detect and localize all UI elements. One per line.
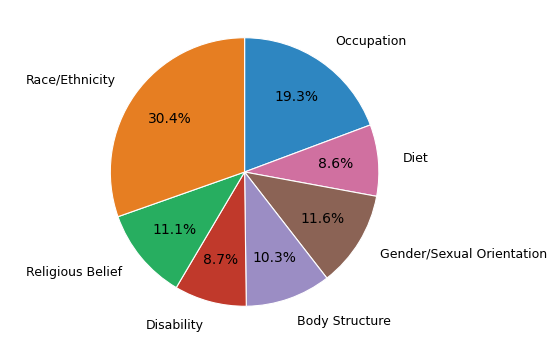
- Text: 8.7%: 8.7%: [204, 253, 239, 267]
- Text: 11.6%: 11.6%: [300, 213, 345, 226]
- Text: Race/Ethnicity: Race/Ethnicity: [25, 74, 115, 87]
- Wedge shape: [245, 125, 379, 196]
- Wedge shape: [176, 172, 246, 306]
- Text: Occupation: Occupation: [335, 35, 406, 48]
- Text: 19.3%: 19.3%: [274, 90, 318, 104]
- Wedge shape: [118, 172, 245, 288]
- Text: Disability: Disability: [146, 319, 204, 332]
- Text: Gender/Sexual Orientation: Gender/Sexual Orientation: [380, 248, 547, 261]
- Wedge shape: [245, 172, 327, 306]
- Text: 11.1%: 11.1%: [152, 223, 196, 237]
- Wedge shape: [111, 38, 245, 217]
- Text: Religious Belief: Religious Belief: [26, 266, 122, 279]
- Text: Diet: Diet: [403, 152, 428, 164]
- Text: 30.4%: 30.4%: [148, 112, 192, 126]
- Wedge shape: [245, 172, 377, 278]
- Text: Body Structure: Body Structure: [297, 315, 390, 328]
- Text: 8.6%: 8.6%: [318, 157, 353, 171]
- Text: 10.3%: 10.3%: [253, 251, 296, 265]
- Wedge shape: [245, 38, 370, 172]
